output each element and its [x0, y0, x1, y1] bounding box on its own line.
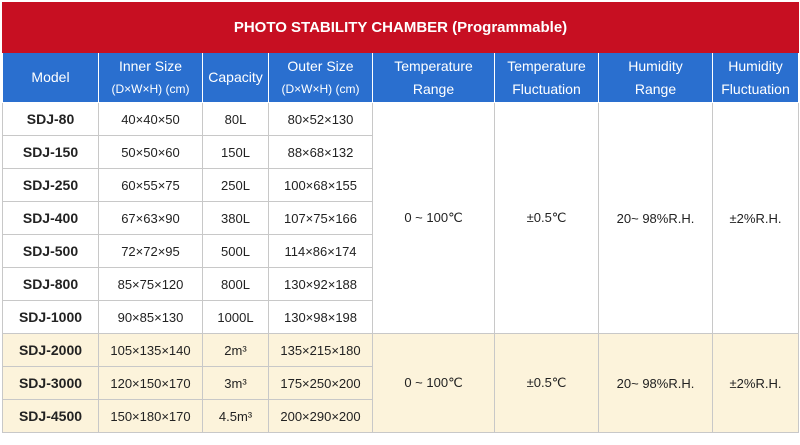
shared-cell: ±2%R.H. — [712, 102, 799, 334]
data-row: SDJ-400 67×63×90 380L 107×75×166 — [2, 201, 799, 235]
table-body: PHOTO STABILITY CHAMBER (Programmable) M… — [2, 2, 799, 433]
cell: 130×92×188 — [268, 267, 373, 301]
cell: 150L — [202, 135, 269, 169]
header-label: Temperature — [507, 57, 586, 74]
title-row: PHOTO STABILITY CHAMBER (Programmable) — [2, 2, 799, 53]
model-cell: SDJ-1000 — [2, 300, 99, 334]
shared-cell: ±2%R.H. — [712, 333, 799, 433]
header-cell: Temperature Range — [372, 52, 495, 103]
header-sub: (D×W×H) (cm) — [111, 81, 190, 96]
header-cell: Inner Size (D×W×H) (cm) — [98, 52, 203, 103]
shared-cell: ±0.5℃ — [494, 102, 599, 334]
header-sub: Range — [634, 80, 677, 97]
cell: 90×85×130 — [98, 300, 203, 334]
cell: 80L — [202, 102, 269, 136]
data-row: SDJ-150 50×50×60 150L 88×68×132 — [2, 135, 799, 169]
header-cell: Outer Size (D×W×H) (cm) — [268, 52, 373, 103]
header-cell: Model — [2, 52, 99, 103]
header-label: Humidity — [728, 57, 783, 74]
header-sub: Fluctuation — [721, 80, 790, 97]
data-row: SDJ-250 60×55×75 250L 100×68×155 — [2, 168, 799, 202]
header-label: Inner Size — [118, 57, 183, 74]
header-cell: Temperature Fluctuation — [494, 52, 599, 103]
model-cell: SDJ-250 — [2, 168, 99, 202]
header-cell: Capacity — [202, 52, 269, 103]
header-label: Temperature — [394, 57, 473, 74]
data-row: SDJ-1000 90×85×130 1000L 130×98×198 — [2, 300, 799, 334]
cell: 175×250×200 — [268, 366, 373, 400]
cell: 114×86×174 — [268, 234, 373, 268]
cell: 135×215×180 — [268, 333, 373, 367]
shared-cell: 20~ 98%R.H. — [598, 333, 713, 433]
cell: 250L — [202, 168, 269, 202]
cell: 4.5m³ — [202, 399, 269, 433]
spec-table: PHOTO STABILITY CHAMBER (Programmable) M… — [2, 2, 799, 433]
model-cell: SDJ-3000 — [2, 366, 99, 400]
cell: 105×135×140 — [98, 333, 203, 367]
header-sub: Fluctuation — [512, 80, 581, 97]
shared-cell: ±0.5℃ — [494, 333, 599, 433]
header-cell: Humidity Fluctuation — [712, 52, 799, 103]
cell: 88×68×132 — [268, 135, 373, 169]
model-cell: SDJ-800 — [2, 267, 99, 301]
cell: 72×72×95 — [98, 234, 203, 268]
cell: 130×98×198 — [268, 300, 373, 334]
header-label: Outer Size — [287, 57, 354, 74]
header-sub: (D×W×H) (cm) — [281, 81, 360, 96]
cell: 500L — [202, 234, 269, 268]
data-row: SDJ-800 85×75×120 800L 130×92×188 — [2, 267, 799, 301]
cell: 380L — [202, 201, 269, 235]
cell: 200×290×200 — [268, 399, 373, 433]
cell: 100×68×155 — [268, 168, 373, 202]
data-row: SDJ-2000 105×135×140 2m³ 135×215×180 0 ~ 100… — [2, 333, 799, 433]
shared-cell: 0 ~ 100℃ — [372, 333, 495, 433]
model-cell: SDJ-400 — [2, 201, 99, 235]
model-cell: SDJ-500 — [2, 234, 99, 268]
header-cell: Humidity Range — [598, 52, 713, 103]
header-label: Humidity — [628, 57, 683, 74]
header-label: Capacity — [208, 69, 263, 85]
cell: 150×180×170 — [98, 399, 203, 433]
header-label: Model — [31, 69, 70, 85]
shared-cell: 20~ 98%R.H. — [598, 102, 713, 334]
cell: 60×55×75 — [98, 168, 203, 202]
cell: 50×50×60 — [98, 135, 203, 169]
data-row: SDJ-4500 150×180×170 4.5m³ 200×290×200 — [2, 399, 799, 433]
cell: 40×40×50 — [98, 102, 203, 136]
cell: 67×63×90 — [98, 201, 203, 235]
cell: 800L — [202, 267, 269, 301]
cell: 80×52×130 — [268, 102, 373, 136]
header-row: Model Inner Size (D×W×H) (cm) Capacity Outer… — [2, 52, 799, 103]
model-cell: SDJ-150 — [2, 135, 99, 169]
cell: 107×75×166 — [268, 201, 373, 235]
cell: 85×75×120 — [98, 267, 203, 301]
model-cell: SDJ-2000 — [2, 333, 99, 367]
header-sub: Range — [412, 80, 455, 97]
model-cell: SDJ-80 — [2, 102, 99, 136]
model-cell: SDJ-4500 — [2, 399, 99, 433]
cell: 120×150×170 — [98, 366, 203, 400]
table-title: PHOTO STABILITY CHAMBER (Programmable) — [2, 2, 799, 53]
cell: 1000L — [202, 300, 269, 334]
shared-cell: 0 ~ 100℃ — [372, 102, 495, 334]
cell: 3m³ — [202, 366, 269, 400]
data-row: SDJ-80 40×40×50 80L 80×52×130 0 ~ 100℃ ±0.5℃ 2… — [2, 102, 799, 334]
data-row: SDJ-500 72×72×95 500L 114×86×174 — [2, 234, 799, 268]
cell: 2m³ — [202, 333, 269, 367]
